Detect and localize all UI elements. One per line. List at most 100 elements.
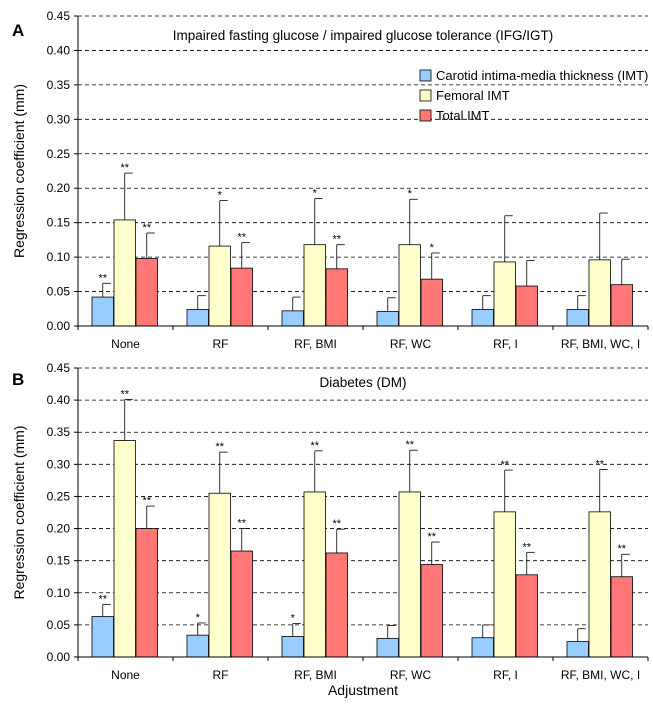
significance-mark: ** [500, 459, 509, 471]
bar-1 [376, 311, 399, 327]
significance-mark: ** [142, 222, 151, 234]
y-tick-label: 0.40 [47, 393, 71, 407]
significance-mark: ** [98, 272, 107, 284]
x-category-label: RF, BMI [294, 668, 337, 682]
chart-panel-b: 0.00 0.05 0.10 0.15 0.20 0.25 0.30 0.35 0.40 0.45… [11, 361, 649, 698]
bar-3 [610, 284, 633, 327]
y-tick-label: 0.25 [47, 147, 71, 161]
y-tick-label: 0.30 [47, 112, 71, 126]
y-tick-label: 0.05 [47, 285, 71, 299]
panel-label: B [12, 370, 24, 389]
significance-mark: * [218, 190, 223, 202]
legend-swatch [419, 89, 432, 102]
bar-2 [493, 261, 516, 327]
bar-3 [420, 564, 443, 658]
chart-panel-a: 0.00 0.05 0.10 0.15 0.20 0.25 0.30 0.35 0.40 0.45… [11, 9, 649, 351]
x-category-label: RF, WC [390, 668, 432, 682]
significance-mark: ** [237, 232, 246, 244]
x-category-label: RF [213, 337, 229, 351]
legend-label: Total IMT [436, 108, 490, 123]
significance-mark: * [430, 242, 435, 254]
bar-1 [376, 637, 399, 658]
bar-3 [135, 528, 158, 658]
x-category-label: None [111, 668, 140, 682]
legend-swatch [419, 69, 432, 82]
significance-mark: * [408, 188, 413, 200]
y-tick-label: 0.15 [47, 216, 71, 230]
bar-3 [135, 258, 158, 327]
bar-3 [230, 267, 253, 327]
significance-mark: ** [120, 162, 129, 174]
bar-1 [186, 634, 209, 658]
y-tick-label: 0.45 [47, 361, 71, 375]
bar-2 [303, 244, 326, 327]
bar-2 [493, 511, 516, 658]
chart-title: Diabetes (DM) [319, 375, 406, 390]
y-tick-label: 0.45 [47, 9, 71, 23]
x-category-label: RF, BMI, WC, I [561, 668, 640, 682]
y-axis-label: Regression coefficient (mm) [11, 84, 27, 258]
significance-mark: ** [595, 458, 604, 470]
x-category-label: RF, I [493, 668, 518, 682]
bar-2 [113, 440, 136, 658]
chart-title: Impaired fasting glucose / impaired gluc… [173, 28, 553, 43]
y-tick-label: 0.35 [47, 425, 71, 439]
y-tick-label: 0.00 [47, 650, 71, 664]
y-tick-label: 0.00 [47, 319, 71, 333]
significance-mark: ** [310, 440, 319, 452]
bar-3 [420, 278, 443, 327]
x-category-label: RF, BMI [294, 337, 337, 351]
bar-2 [588, 259, 611, 327]
y-tick-label: 0.40 [47, 43, 71, 57]
bar-1 [566, 309, 589, 327]
bar-2 [303, 491, 326, 658]
y-tick-label: 0.10 [47, 586, 71, 600]
significance-mark: ** [522, 541, 531, 553]
bar-1 [471, 309, 494, 327]
x-category-label: RF [213, 668, 229, 682]
x-axis-label: Adjustment [328, 682, 398, 698]
y-axis-label: Regression coefficient (mm) [11, 425, 27, 599]
y-tick-label: 0.30 [47, 457, 71, 471]
significance-mark: * [291, 613, 296, 625]
legend-swatch [419, 109, 432, 122]
bar-3 [230, 550, 253, 658]
x-category-label: RF, WC [390, 337, 432, 351]
significance-mark: ** [142, 495, 151, 507]
significance-mark: ** [405, 439, 414, 451]
significance-mark: ** [98, 593, 107, 605]
x-category-label: RF, I [493, 337, 518, 351]
y-tick-label: 0.05 [47, 618, 71, 632]
significance-mark: ** [215, 441, 224, 453]
bar-1 [91, 616, 114, 658]
bar-1 [186, 309, 209, 327]
y-tick-label: 0.10 [47, 250, 71, 264]
bar-2 [208, 492, 231, 658]
bar-1 [471, 637, 494, 658]
significance-mark: ** [237, 518, 246, 530]
panel-label: A [12, 21, 24, 40]
bar-2 [398, 491, 421, 658]
legend-label: Femoral IMT [436, 88, 510, 103]
bar-2 [208, 245, 231, 327]
x-category-label: None [111, 337, 140, 351]
significance-mark: ** [427, 531, 436, 543]
significance-mark: * [196, 612, 201, 624]
bar-1 [566, 641, 589, 658]
x-category-label: RF, BMI, WC, I [561, 337, 640, 351]
bar-1 [281, 636, 304, 658]
y-tick-label: 0.20 [47, 181, 71, 195]
legend: Carotid intima-media thickness (IMT) Femo… [419, 68, 648, 123]
bar-1 [91, 296, 114, 327]
significance-mark: ** [120, 388, 129, 400]
significance-mark: ** [617, 543, 626, 555]
bar-1 [281, 310, 304, 327]
bar-2 [588, 511, 611, 658]
bar-2 [398, 244, 421, 327]
y-tick-label: 0.20 [47, 522, 71, 536]
y-tick-label: 0.35 [47, 78, 71, 92]
bar-3 [610, 576, 633, 658]
bar-3 [515, 574, 538, 658]
legend-label: Carotid intima-media thickness (IMT) [436, 68, 648, 83]
